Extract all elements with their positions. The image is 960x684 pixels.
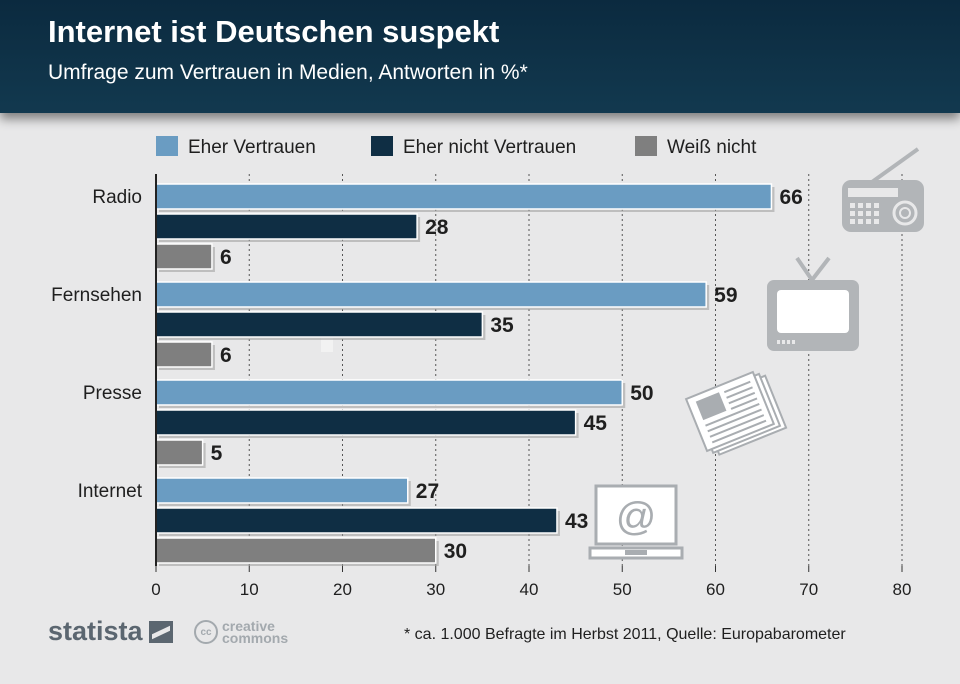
x-tick-label: 80 xyxy=(893,580,912,599)
cc-icon: cc xyxy=(194,620,218,644)
data-label: 35 xyxy=(490,314,514,337)
category-label: Radio xyxy=(92,187,142,208)
data-label: 28 xyxy=(425,216,449,239)
data-label: 6 xyxy=(220,344,232,367)
legend-swatch xyxy=(156,136,178,156)
chart-title: Internet ist Deutschen suspekt xyxy=(48,14,500,49)
x-tick-label: 60 xyxy=(706,580,725,599)
category-label: Presse xyxy=(83,383,142,404)
x-tick-label: 70 xyxy=(799,580,818,599)
television-icon xyxy=(767,256,859,351)
x-tick-label: 20 xyxy=(333,580,352,599)
category-label: Fernsehen xyxy=(51,285,142,306)
data-label: 59 xyxy=(714,284,737,307)
category-label: Internet xyxy=(78,481,143,502)
cc-line1: creative xyxy=(222,618,275,634)
legend-label: Eher Vertrauen xyxy=(188,137,316,158)
data-label: 50 xyxy=(630,382,653,405)
data-label: 43 xyxy=(565,510,588,533)
laptop-email-icon: @ xyxy=(588,484,684,560)
x-tick-label: 50 xyxy=(613,580,632,599)
legend-label: Eher nicht Vertrauen xyxy=(403,137,576,158)
data-label: 6 xyxy=(220,246,232,269)
bars: 66 28 6 59 35 6 50 45 5 27 43 30 xyxy=(155,183,803,566)
bar xyxy=(155,507,558,534)
bar xyxy=(155,439,204,466)
decorative-square xyxy=(321,338,333,352)
bar xyxy=(155,409,577,436)
data-label: 5 xyxy=(211,442,223,465)
creative-commons-logo: cc creative commons xyxy=(194,618,289,646)
x-tick-label: 30 xyxy=(426,580,445,599)
media-icons: @ xyxy=(321,147,924,560)
legend-swatch xyxy=(371,136,393,156)
bar xyxy=(155,213,418,240)
bar xyxy=(155,243,213,270)
bar xyxy=(155,183,773,210)
source-footnote: * ca. 1.000 Befragte im Herbst 2011, Que… xyxy=(404,626,846,643)
x-tick-label: 40 xyxy=(520,580,539,599)
bar xyxy=(155,341,213,368)
data-label: 66 xyxy=(779,186,802,209)
legend-swatch xyxy=(635,136,657,156)
bar xyxy=(155,537,437,564)
statista-logo: statista xyxy=(48,616,173,647)
x-tick-label: 10 xyxy=(240,580,259,599)
chart-subtitle: Umfrage zum Vertrauen in Medien, Antwort… xyxy=(48,61,528,84)
statista-mark-icon xyxy=(148,620,173,643)
header-banner: Internet ist Deutschen suspekt Umfrage z… xyxy=(0,0,960,113)
legend-label: Weiß nicht xyxy=(667,137,757,158)
radio-icon xyxy=(842,147,924,232)
bar xyxy=(155,281,707,308)
x-tick-label: 0 xyxy=(151,580,160,599)
cc-line2: commons xyxy=(222,630,289,646)
data-label: 45 xyxy=(584,412,608,435)
axes: 0 10 20 30 40 50 60 70 80 Radio Fernsehen Presse Int… xyxy=(51,174,911,599)
bar xyxy=(155,477,409,504)
legend: Eher Vertrauen Eher nicht Vertrauen Weiß n… xyxy=(156,136,757,158)
bar xyxy=(155,311,484,338)
bar xyxy=(155,379,623,406)
svg-text:@: @ xyxy=(616,495,657,539)
data-label: 30 xyxy=(444,540,467,563)
newspaper-icon xyxy=(684,370,788,456)
brand-name: statista xyxy=(48,616,143,646)
data-label: 27 xyxy=(416,480,439,503)
